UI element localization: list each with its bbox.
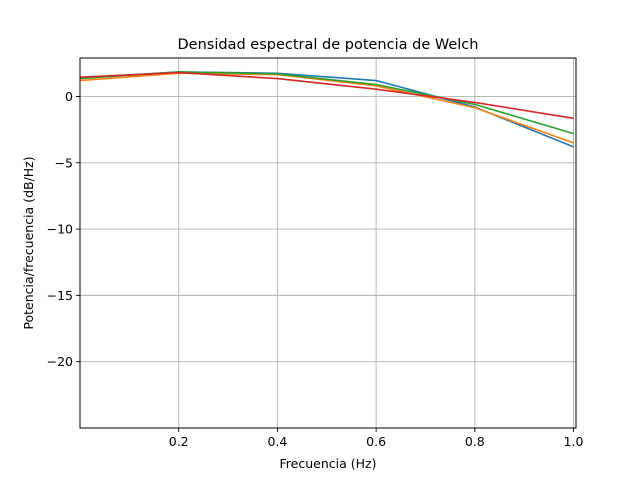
x-tick-label: 0.2: [169, 434, 189, 449]
y-tick-label: −15: [47, 288, 73, 303]
x-tick-label: 0.4: [267, 434, 287, 449]
chart-title: Densidad espectral de potencia de Welch: [178, 37, 479, 53]
x-tick-label: 0.6: [366, 434, 386, 449]
grid: [80, 58, 576, 428]
series-line-4: [79, 71, 574, 120]
series-line-2: [79, 72, 574, 144]
series-layer: [79, 71, 574, 148]
y-tick-label: −20: [47, 354, 73, 369]
y-axis-label: Potencia/frecuencia (dB/Hz): [21, 156, 36, 329]
y-tick-label: −10: [47, 222, 73, 237]
plot-frame: [79, 57, 577, 429]
x-axis: 0.2 0.4 0.6 0.8 1.0: [169, 428, 584, 449]
y-tick-label: 0: [65, 89, 73, 104]
x-tick-label: 0.8: [465, 434, 485, 449]
x-axis-label: Frecuencia (Hz): [280, 456, 377, 471]
y-tick-label: −5: [55, 155, 73, 170]
y-axis: 0 −5 −10 −15 −20: [47, 89, 80, 369]
x-tick-label: 1.0: [564, 434, 584, 449]
